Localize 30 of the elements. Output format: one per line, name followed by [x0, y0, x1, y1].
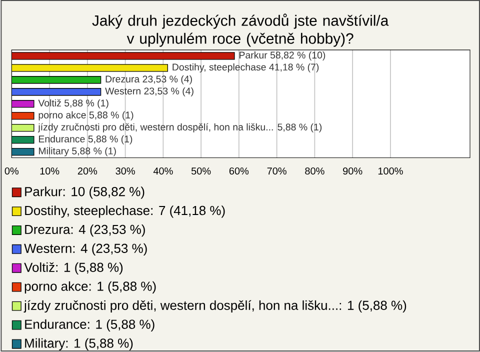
legend-label: Dostihy, steeplechase: 7 (41,18 %)	[25, 205, 225, 218]
data-label: Dostihy, steeplechase 41,18 % (7)	[172, 63, 319, 72]
chart-title: Jaký druh jezdeckých závodů jste navštívil/a v uplynulém roce (včetně hobby)?	[92, 14, 389, 47]
x-tick-label: 30%	[116, 167, 135, 174]
legend-label: Western: 4 (23,53 %)	[24, 243, 147, 256]
x-tick-label: 40%	[153, 167, 173, 174]
legend-label: jízdy zručnosti pro děti, western dospělí, hon na lišku...: 1 (5,88 %)	[24, 300, 406, 312]
data-label: jízdy zručnosti pro děti, western dospělí, hon na lišku... 5,88 % (1)	[38, 123, 322, 132]
data-label: Parkur 58,82 % (10)	[240, 51, 326, 60]
data-label: Endurance 5,88 % (1)	[38, 135, 132, 144]
legend-label: Drezura: 4 (23,53 %)	[25, 224, 145, 236]
x-tick-label: 90%	[343, 167, 362, 174]
x-tick-label: 100%	[378, 167, 403, 174]
data-label: Western 23,53 % (4)	[105, 87, 194, 96]
x-tick-label: 70%	[267, 167, 286, 174]
x-tick-label: 50%	[191, 167, 211, 174]
data-label: porno akce 5,88 % (1)	[38, 111, 134, 120]
legend-label: Voltiž: 1 (5,88 %)	[24, 262, 123, 274]
legend-label: Endurance: 1 (5,88 %)	[25, 319, 154, 332]
data-label: Military 5,88 % (1)	[38, 147, 116, 156]
data-label: Voltiž 5,88 % (1)	[38, 99, 108, 108]
x-tick-label: 20%	[78, 167, 98, 174]
x-tick-label: 80%	[305, 167, 324, 174]
data-label: Drezura 23,53 % (4)	[106, 75, 192, 84]
x-tick-label: 0%	[4, 167, 19, 174]
legend-label: Parkur: 10 (58,82 %)	[25, 186, 144, 199]
x-tick-label: 60%	[229, 167, 249, 174]
legend-label: Military: 1 (5,88 %)	[25, 338, 133, 350]
legend-label: porno akce: 1 (5,88 %)	[24, 281, 156, 294]
x-tick-label: 10%	[40, 167, 60, 174]
